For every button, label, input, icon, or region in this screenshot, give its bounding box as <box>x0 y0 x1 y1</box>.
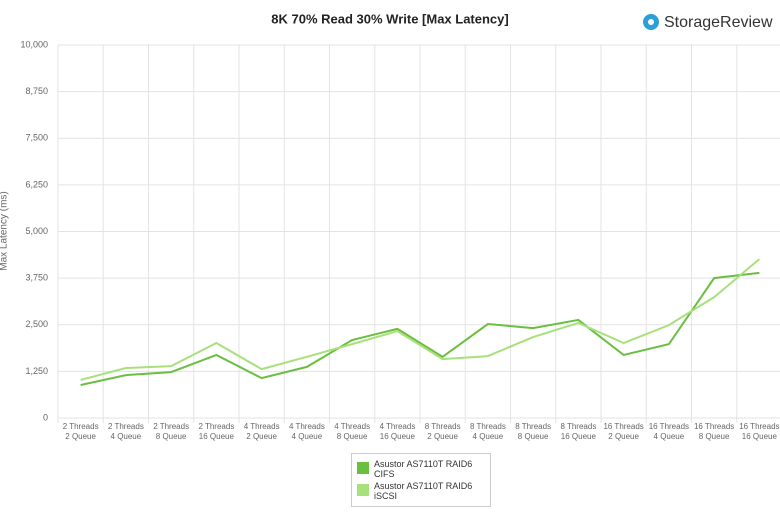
x-tick-label: 2 Threads 8 Queue <box>153 422 190 441</box>
y-tick-label: 7,500 <box>25 133 48 143</box>
x-tick-label: 4 Threads 4 Queue <box>288 422 325 441</box>
legend-label: Asustor AS7110T RAID6 CIFS <box>374 459 473 479</box>
chart-title: 8K 70% Read 30% Write [Max Latency] <box>271 11 508 26</box>
x-tick-label: 8 Threads 16 Queue <box>560 422 597 441</box>
x-tick-label: 16 Threads 2 Queue <box>603 422 644 441</box>
y-tick-label: 3,750 <box>25 273 48 283</box>
logo-icon-dot <box>648 19 654 25</box>
legend-item: Asustor AS7110T RAID6 iSCSI <box>357 481 485 501</box>
legend-label: Asustor AS7110T RAID6 iSCSI <box>374 481 473 501</box>
legend-swatch <box>357 462 369 474</box>
x-tick-label: 4 Threads 2 Queue <box>243 422 280 441</box>
legend-swatch <box>357 484 369 496</box>
brand: StorageReview <box>664 14 773 31</box>
series-line <box>80 258 761 381</box>
y-tick-label: 1,250 <box>25 366 48 376</box>
x-tick-label: 2 Threads 16 Queue <box>198 422 235 441</box>
y-tick-label: 6,250 <box>25 179 48 189</box>
y-tick-label: 10,000 <box>20 39 48 49</box>
series-line <box>80 271 760 386</box>
x-tick-label: 2 Threads 2 Queue <box>62 422 99 441</box>
x-tick-label: 4 Threads 16 Queue <box>379 422 416 441</box>
legend: Asustor AS7110T RAID6 CIFS Asustor AS7110… <box>351 453 491 507</box>
x-tick-label: 16 Threads 16 Queue <box>739 422 780 441</box>
x-tick-label: 8 Threads 4 Queue <box>469 422 506 441</box>
x-tick-label: 2 Threads 4 Queue <box>107 422 144 441</box>
y-tick-label: 2,500 <box>25 319 48 329</box>
legend-item: Asustor AS7110T RAID6 CIFS <box>357 459 485 479</box>
y-tick-label: 0 <box>43 412 48 422</box>
x-tick-label: 8 Threads 2 Queue <box>424 422 461 441</box>
x-tick-label: 16 Threads 4 Queue <box>648 422 690 441</box>
y-tick-label: 5,000 <box>25 226 48 236</box>
x-tick-label: 16 Threads 8 Queue <box>693 422 735 441</box>
x-tick-label: 4 Threads 8 Queue <box>334 422 371 441</box>
x-tick-label: 8 Threads 8 Queue <box>515 422 552 441</box>
y-axis-title: Max Latency (ms) <box>0 191 10 270</box>
y-tick-label: 8,750 <box>25 86 48 96</box>
